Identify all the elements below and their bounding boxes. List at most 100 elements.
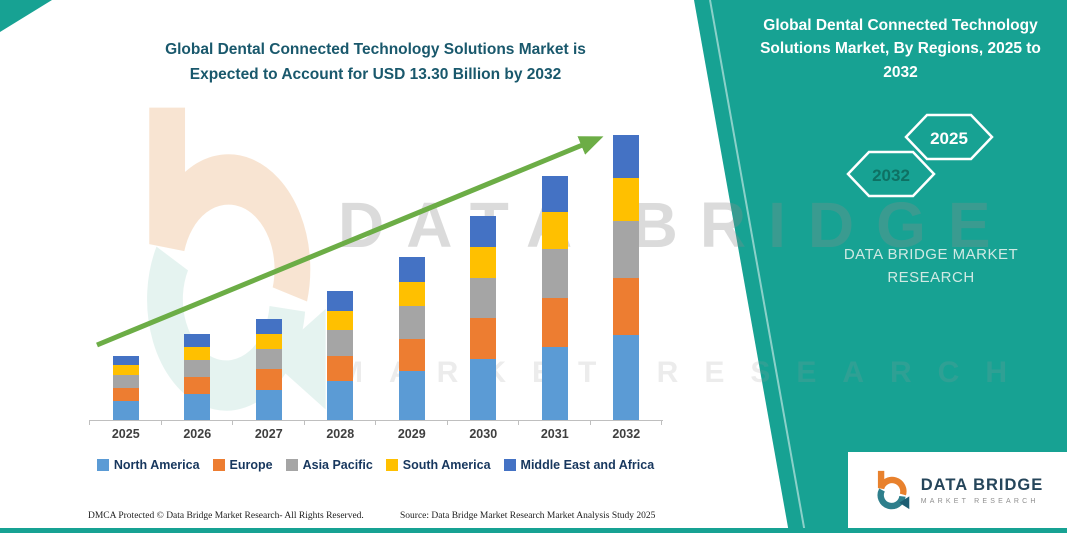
logo-text: DATA BRIDGE MARKET RESEARCH	[921, 476, 1044, 505]
axis-tick	[303, 421, 305, 425]
axis-tick	[661, 421, 662, 425]
x-label-2028: 2028	[326, 427, 355, 441]
segment-europe-2025	[112, 387, 139, 401]
axis-tick	[160, 421, 162, 425]
stacked-bar-2025	[112, 355, 139, 420]
x-axis	[89, 420, 663, 425]
chart-title: Global Dental Connected Technology Solut…	[103, 38, 648, 88]
stacked-bar-2029	[398, 257, 425, 420]
axis-tick	[89, 421, 90, 425]
legend-item-north-america: North America	[96, 458, 200, 472]
segment-middle-east-and-africa-2029	[398, 257, 425, 282]
legend-label-middle-east-and-africa: Middle East and Africa	[520, 458, 655, 472]
side-panel-heading: Global Dental Connected Technology Solut…	[760, 17, 1041, 81]
stacked-bar-2031	[541, 175, 568, 420]
axis-tick	[232, 421, 233, 425]
segment-middle-east-and-africa-2030	[470, 216, 497, 247]
axis-tick	[518, 421, 519, 425]
segment-south-america-2026	[184, 347, 211, 361]
chart-title-line1: Global Dental Connected Technology Solut…	[165, 41, 586, 58]
segment-north-america-2029	[398, 371, 425, 420]
x-label-2030: 2030	[469, 427, 498, 441]
legend-item-middle-east-and-africa: Middle East and Africa	[503, 458, 655, 472]
corner-triangle	[0, 0, 52, 32]
legend-swatch-middle-east-and-africa	[503, 459, 516, 471]
legend-item-europe: Europe	[212, 458, 273, 472]
segment-europe-2032	[613, 277, 640, 335]
segment-south-america-2032	[613, 177, 640, 221]
logo-brand-name: DATA BRIDGE	[920, 475, 1044, 494]
dmca-notice: DMCA Protected © Data Bridge Market Rese…	[88, 511, 364, 521]
segment-north-america-2031	[541, 346, 568, 420]
source-note: Source: Data Bridge Market Research Mark…	[400, 511, 656, 521]
hexagon-2032	[846, 150, 936, 198]
segment-asia-pacific-2027	[255, 349, 282, 370]
segment-middle-east-and-africa-2032	[613, 135, 640, 178]
segment-middle-east-and-africa-2025	[112, 355, 139, 366]
databridge-logo-icon	[877, 470, 910, 510]
segment-south-america-2030	[470, 246, 497, 278]
segment-middle-east-and-africa-2026	[184, 334, 211, 348]
x-label-2029: 2029	[397, 427, 426, 441]
x-label-2032: 2032	[612, 427, 641, 441]
hexagon-2025-label: 2025	[930, 129, 968, 148]
segment-south-america-2028	[327, 310, 354, 331]
axis-tick	[375, 421, 376, 425]
segment-north-america-2026	[184, 394, 211, 420]
segment-europe-2028	[327, 355, 354, 382]
x-label-2031: 2031	[540, 427, 569, 441]
segment-north-america-2030	[470, 358, 497, 420]
axis-tick	[589, 421, 591, 425]
stacked-bar-2030	[470, 216, 497, 420]
segment-middle-east-and-africa-2031	[541, 175, 568, 213]
segment-south-america-2025	[112, 365, 139, 376]
legend-label-north-america: North America	[113, 458, 200, 472]
segment-asia-pacific-2028	[327, 330, 354, 356]
segment-north-america-2032	[613, 334, 640, 420]
bottom-teal-strip	[0, 528, 1067, 533]
databridge-logo: DATA BRIDGE MARKET RESEARCH	[848, 452, 1067, 528]
hexagon-2032-label: 2032	[872, 166, 910, 185]
axis-tick	[446, 421, 448, 425]
stacked-bar-2027	[255, 319, 282, 420]
chart-title-line2: Expected to Account for USD 13.30 Billio…	[189, 65, 562, 83]
segment-europe-2031	[541, 297, 568, 347]
segment-europe-2026	[184, 377, 211, 395]
segment-middle-east-and-africa-2027	[255, 319, 282, 335]
segment-europe-2030	[470, 318, 497, 359]
stacked-bar-2026	[184, 334, 211, 420]
legend-label-europe: Europe	[229, 458, 273, 472]
segment-south-america-2029	[398, 281, 425, 307]
legend-label-south-america: South America	[402, 458, 491, 472]
segment-asia-pacific-2025	[112, 375, 139, 388]
legend-swatch-north-america	[96, 459, 109, 471]
side-panel-brand-text: DATA BRIDGE MARKET RESEARCH	[843, 246, 1019, 286]
stacked-bar-2028	[327, 291, 354, 420]
hexagon-2025	[904, 113, 994, 161]
segment-asia-pacific-2032	[613, 220, 640, 278]
segment-north-america-2027	[255, 389, 282, 420]
year-hexagons: 2032 2025	[846, 113, 994, 198]
legend-item-south-america: South America	[385, 458, 491, 472]
stacked-bar-2032	[613, 135, 640, 420]
x-axis-labels: 2025 2026 2027 2028 2029 2030 2031 2032	[90, 427, 662, 441]
segment-asia-pacific-2029	[398, 306, 425, 339]
segment-asia-pacific-2031	[541, 249, 568, 298]
segment-europe-2027	[255, 369, 282, 390]
segment-asia-pacific-2030	[470, 277, 497, 319]
legend-label-asia-pacific: Asia Pacific	[302, 458, 373, 472]
diagonal-accent-line	[709, 0, 806, 533]
plot-area	[90, 135, 662, 420]
x-label-2025: 2025	[111, 427, 140, 441]
legend-item-asia-pacific: Asia Pacific	[285, 458, 373, 472]
legend-swatch-south-america	[385, 459, 398, 471]
legend-swatch-europe	[212, 459, 225, 471]
x-label-2026: 2026	[183, 427, 212, 441]
logo-tagline: MARKET RESEARCH	[920, 497, 1039, 505]
segment-south-america-2031	[541, 212, 568, 250]
segment-north-america-2028	[327, 381, 354, 420]
segment-europe-2029	[398, 338, 425, 372]
x-label-2027: 2027	[254, 427, 283, 441]
legend-swatch-asia-pacific	[285, 459, 298, 471]
